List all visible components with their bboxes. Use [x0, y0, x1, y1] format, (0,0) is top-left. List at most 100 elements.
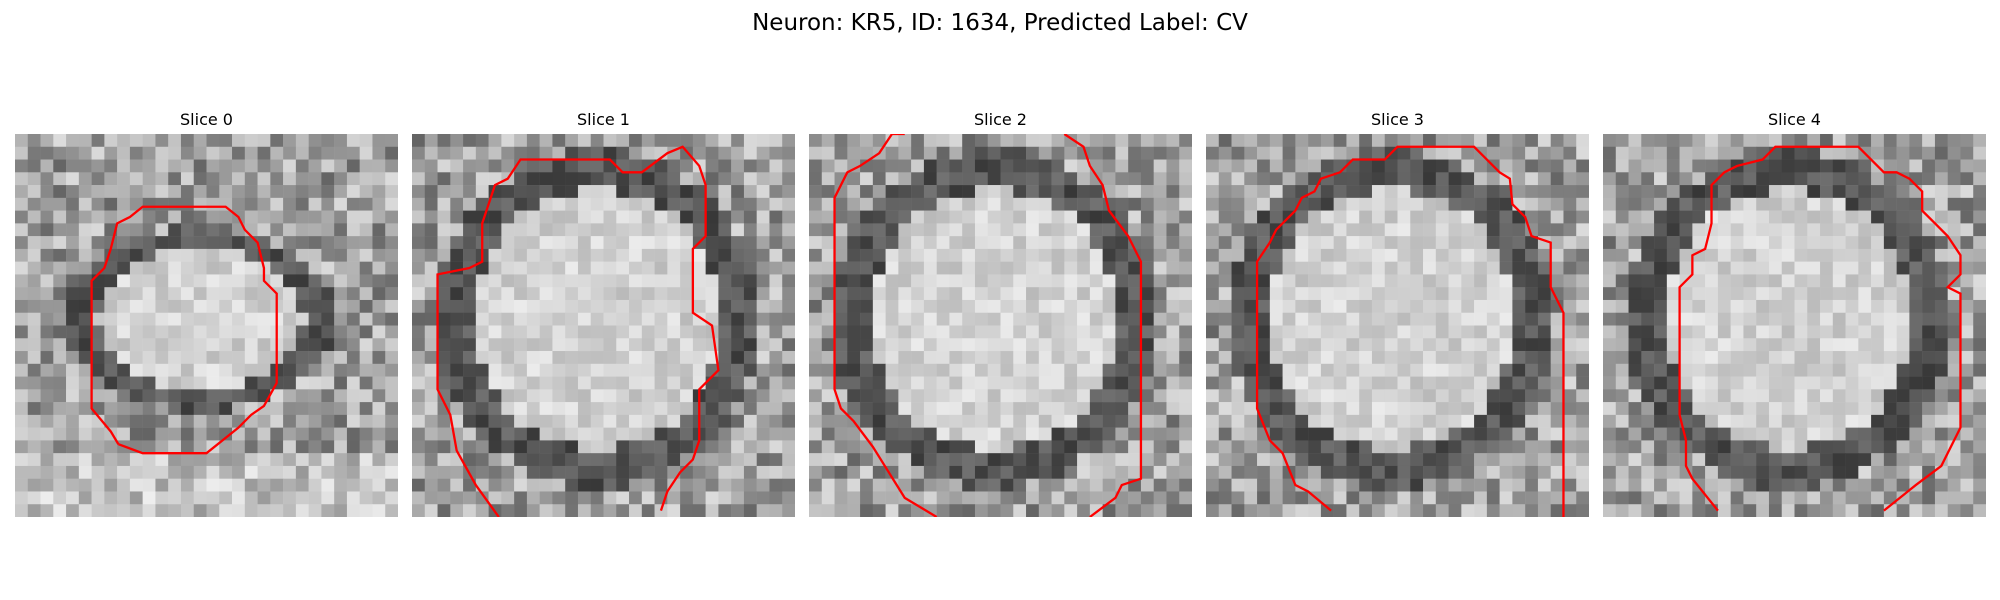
image-pixel — [1423, 376, 1437, 390]
image-pixel — [860, 427, 874, 441]
image-pixel — [1883, 338, 1897, 352]
image-pixel — [168, 478, 182, 492]
image-pixel — [1038, 338, 1052, 352]
image-pixel — [257, 376, 271, 390]
image-pixel — [565, 159, 579, 173]
image-pixel — [1435, 504, 1449, 517]
image-pixel — [1628, 223, 1642, 237]
image-pixel — [1576, 478, 1589, 492]
image-pixel — [1115, 146, 1129, 160]
image-pixel — [936, 465, 950, 479]
image-pixel — [1140, 159, 1154, 173]
image-pixel — [911, 440, 925, 454]
image-pixel — [1102, 134, 1116, 148]
image-pixel — [219, 325, 233, 339]
image-pixel — [1679, 299, 1693, 313]
image-pixel — [1871, 414, 1885, 428]
image-pixel — [731, 440, 745, 454]
image-pixel — [911, 427, 925, 441]
image-pixel — [1973, 299, 1986, 313]
image-pixel — [1537, 325, 1551, 339]
image-pixel — [1140, 465, 1154, 479]
image-pixel — [987, 465, 1001, 479]
image-pixel — [1537, 210, 1551, 224]
image-pixel — [616, 210, 630, 224]
image-pixel — [1244, 312, 1258, 326]
image-pixel — [1486, 236, 1500, 250]
image-pixel — [206, 287, 220, 301]
image-pixel — [1486, 376, 1500, 390]
image-pixel — [1756, 427, 1770, 441]
image-pixel — [1115, 363, 1129, 377]
image-pixel — [1883, 236, 1897, 250]
image-pixel — [1461, 402, 1475, 416]
image-pixel — [1960, 465, 1974, 479]
image-pixel — [616, 325, 630, 339]
image-pixel — [962, 491, 976, 505]
image-pixel — [1064, 197, 1078, 211]
image-pixel — [526, 402, 540, 416]
image-pixel — [1512, 325, 1526, 339]
image-pixel — [1550, 465, 1564, 479]
image-pixel — [1845, 159, 1859, 173]
image-pixel — [1679, 185, 1693, 199]
image-pixel — [244, 287, 258, 301]
image-pixel — [782, 363, 795, 377]
image-pixel — [1628, 440, 1642, 454]
image-pixel — [475, 478, 489, 492]
image-pixel — [193, 223, 207, 237]
image-pixel — [1705, 389, 1719, 403]
image-pixel — [117, 491, 131, 505]
image-pixel — [616, 440, 630, 454]
image-pixel — [1038, 325, 1052, 339]
image-pixel — [1064, 338, 1078, 352]
image-pixel — [155, 172, 169, 186]
image-pixel — [1794, 453, 1808, 467]
image-pixel — [424, 376, 438, 390]
image-pixel — [590, 351, 604, 365]
image-pixel — [1871, 351, 1885, 365]
image-pixel — [1486, 261, 1500, 275]
image-pixel — [1359, 325, 1373, 339]
image-pixel — [501, 414, 515, 428]
image-pixel — [193, 427, 207, 441]
image-pixel — [1486, 478, 1500, 492]
image-pixel — [129, 491, 143, 505]
image-pixel — [1397, 351, 1411, 365]
image-pixel — [834, 299, 848, 313]
image-pixel — [1525, 274, 1539, 288]
image-pixel — [463, 287, 477, 301]
image-pixel — [629, 427, 643, 441]
image-pixel — [129, 402, 143, 416]
image-pixel — [437, 363, 451, 377]
image-pixel — [295, 363, 309, 377]
image-pixel — [40, 414, 54, 428]
image-pixel — [372, 504, 386, 517]
image-pixel — [936, 504, 950, 517]
image-pixel — [834, 453, 848, 467]
image-pixel — [1051, 274, 1065, 288]
image-pixel — [1896, 312, 1910, 326]
image-pixel — [539, 453, 553, 467]
image-pixel — [232, 338, 246, 352]
image-pixel — [667, 453, 681, 467]
image-pixel — [1218, 210, 1232, 224]
image-pixel — [1282, 402, 1296, 416]
image-pixel — [1960, 325, 1974, 339]
image-pixel — [450, 491, 464, 505]
image-pixel — [526, 440, 540, 454]
image-pixel — [359, 491, 373, 505]
image-pixel — [1128, 261, 1142, 275]
image-pixel — [1282, 146, 1296, 160]
image-pixel — [1384, 351, 1398, 365]
image-pixel — [1371, 453, 1385, 467]
image-pixel — [1525, 299, 1539, 313]
image-pixel — [603, 159, 617, 173]
image-pixel — [334, 402, 348, 416]
image-pixel — [526, 197, 540, 211]
image-pixel — [1768, 261, 1782, 275]
image-pixel — [1295, 299, 1309, 313]
image-pixel — [743, 299, 757, 313]
image-pixel — [308, 491, 322, 505]
image-pixel — [91, 440, 105, 454]
